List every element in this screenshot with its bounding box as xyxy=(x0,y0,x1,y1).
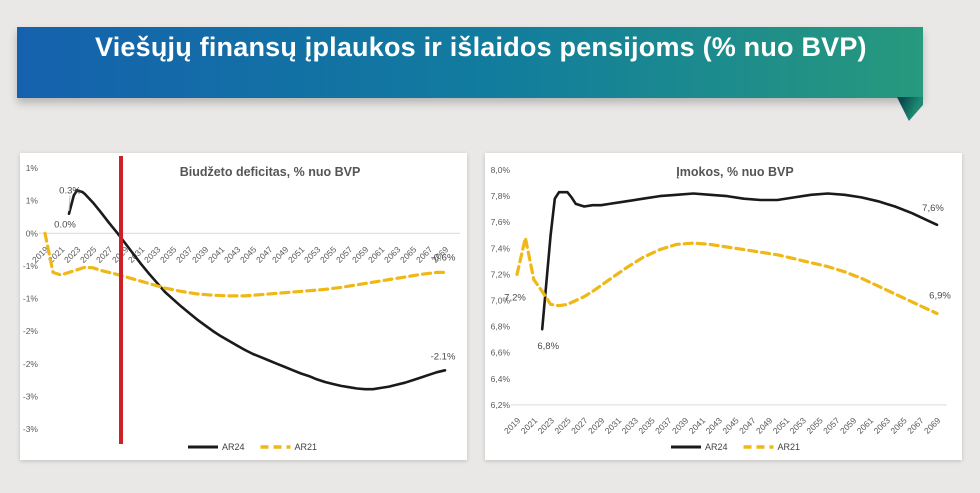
svg-text:AR21: AR21 xyxy=(778,442,801,452)
svg-text:2025: 2025 xyxy=(552,415,573,436)
chart-panel-budget-deficit: Biudžeto deficitas, % nuo BVP 1% 1% 0% -1% -… xyxy=(20,153,467,460)
svg-text:AR24: AR24 xyxy=(705,442,728,452)
svg-text:6,8%: 6,8% xyxy=(491,322,511,332)
svg-text:2049: 2049 xyxy=(270,244,291,265)
svg-text:-2%: -2% xyxy=(23,326,39,336)
svg-text:2057: 2057 xyxy=(821,415,842,436)
svg-text:AR21: AR21 xyxy=(295,442,318,452)
svg-text:2025: 2025 xyxy=(78,244,99,265)
svg-text:2059: 2059 xyxy=(350,244,371,265)
svg-text:8,0%: 8,0% xyxy=(491,165,511,175)
svg-text:2065: 2065 xyxy=(398,244,419,265)
svg-text:7,2%: 7,2% xyxy=(504,292,526,303)
chart-title-contributions: Įmokos, % nuo BVP xyxy=(676,165,794,179)
svg-text:0%: 0% xyxy=(26,228,39,238)
svg-text:2023: 2023 xyxy=(62,244,83,265)
svg-text:2039: 2039 xyxy=(670,415,691,436)
svg-text:2063: 2063 xyxy=(382,244,403,265)
svg-text:6,2%: 6,2% xyxy=(491,400,511,410)
svg-text:2061: 2061 xyxy=(855,415,876,436)
svg-text:2027: 2027 xyxy=(569,415,590,436)
svg-text:7,8%: 7,8% xyxy=(491,191,511,201)
svg-text:-3%: -3% xyxy=(23,391,39,401)
svg-text:-1%: -1% xyxy=(23,294,39,304)
svg-text:2029: 2029 xyxy=(586,415,607,436)
svg-text:2045: 2045 xyxy=(238,244,259,265)
budget-deficit-line-chart: 1%1%0%-1%-1%-2%-2%-3%-3%2019202120232025… xyxy=(23,156,460,452)
svg-text:2057: 2057 xyxy=(334,244,355,265)
svg-text:2055: 2055 xyxy=(318,244,339,265)
svg-text:7,6%: 7,6% xyxy=(922,203,944,214)
svg-text:-2.1%: -2.1% xyxy=(431,351,456,362)
svg-text:1%: 1% xyxy=(26,196,39,206)
svg-text:2019: 2019 xyxy=(502,415,523,436)
contributions-line-chart: 8,0%7,8%7,6%7,4%7,2%7,0%6,8%6,6%6,4%6,2%… xyxy=(491,165,952,452)
svg-text:AR24: AR24 xyxy=(222,442,245,452)
svg-text:-0.6%: -0.6% xyxy=(431,252,456,263)
svg-text:2051: 2051 xyxy=(286,244,307,265)
svg-text:7,6%: 7,6% xyxy=(491,217,511,227)
svg-text:-3%: -3% xyxy=(23,424,39,434)
svg-text:2043: 2043 xyxy=(222,244,243,265)
svg-text:0.0%: 0.0% xyxy=(54,219,76,230)
svg-text:0.3%: 0.3% xyxy=(59,186,81,197)
header-banner: Viešųjų finansų įplaukos ir išlaidos pen… xyxy=(17,27,923,98)
svg-text:6,8%: 6,8% xyxy=(537,341,559,352)
svg-text:2037: 2037 xyxy=(174,244,195,265)
svg-text:2043: 2043 xyxy=(704,415,725,436)
svg-text:2069: 2069 xyxy=(922,415,943,436)
svg-text:6,6%: 6,6% xyxy=(491,348,511,358)
svg-text:2033: 2033 xyxy=(142,244,163,265)
svg-text:2041: 2041 xyxy=(206,244,227,265)
svg-text:2039: 2039 xyxy=(190,244,211,265)
svg-text:2059: 2059 xyxy=(838,415,859,436)
page-title: Viešųjų finansų įplaukos ir išlaidos pen… xyxy=(95,32,867,62)
svg-text:2035: 2035 xyxy=(158,244,179,265)
svg-text:2033: 2033 xyxy=(620,415,641,436)
svg-text:2027: 2027 xyxy=(94,244,115,265)
svg-text:2055: 2055 xyxy=(804,415,825,436)
svg-text:2051: 2051 xyxy=(771,415,792,436)
svg-text:2053: 2053 xyxy=(788,415,809,436)
svg-text:2053: 2053 xyxy=(302,244,323,265)
svg-text:2065: 2065 xyxy=(888,415,909,436)
svg-text:2067: 2067 xyxy=(905,415,926,436)
svg-text:2035: 2035 xyxy=(636,415,657,436)
svg-text:6,4%: 6,4% xyxy=(491,374,511,384)
svg-text:2041: 2041 xyxy=(687,415,708,436)
svg-text:2047: 2047 xyxy=(737,415,758,436)
svg-text:1%: 1% xyxy=(26,163,39,173)
svg-text:2063: 2063 xyxy=(872,415,893,436)
svg-text:2047: 2047 xyxy=(254,244,275,265)
svg-text:2031: 2031 xyxy=(603,415,624,436)
svg-text:2023: 2023 xyxy=(536,415,557,436)
chart-panel-contributions: Įmokos, % nuo BVP 8,0% 7,8% 7,6% 7,4% 7,2% 7,… xyxy=(485,153,962,460)
svg-text:-1%: -1% xyxy=(23,261,39,271)
chart-title-budget-deficit: Biudžeto deficitas, % nuo BVP xyxy=(179,165,361,179)
ribbon-fold-icon xyxy=(896,97,923,121)
svg-text:7,2%: 7,2% xyxy=(491,269,511,279)
svg-text:-2%: -2% xyxy=(23,359,39,369)
svg-text:2061: 2061 xyxy=(366,244,387,265)
svg-text:2037: 2037 xyxy=(653,415,674,436)
svg-text:2049: 2049 xyxy=(754,415,775,436)
svg-text:7,4%: 7,4% xyxy=(491,243,511,253)
svg-text:6,9%: 6,9% xyxy=(929,291,951,302)
svg-text:2021: 2021 xyxy=(519,415,540,436)
svg-text:7,0%: 7,0% xyxy=(491,296,511,306)
svg-text:2045: 2045 xyxy=(720,415,741,436)
